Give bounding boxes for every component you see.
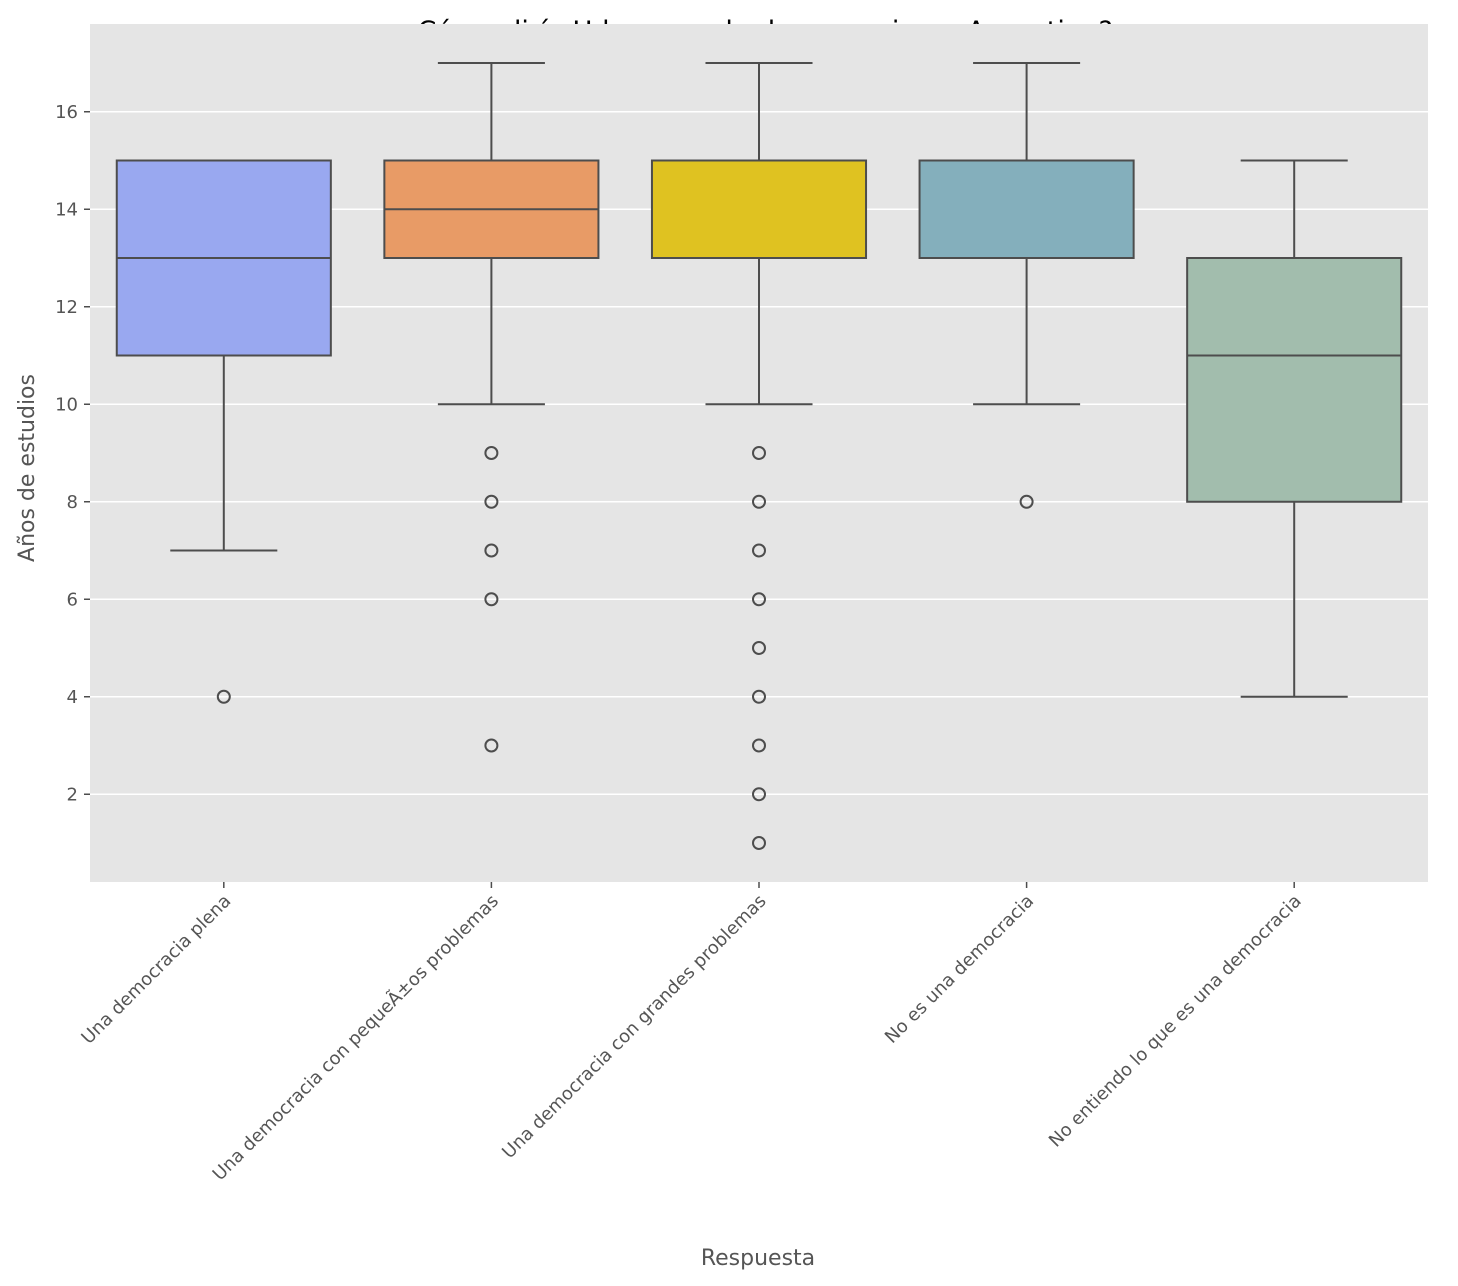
x-tick-label: Una democracia con pequeÃ±os problemas [208, 890, 503, 1185]
outlier-point [484, 494, 499, 509]
y-axis-ticks: 2 4 6 8 10 12 14 16 [55, 102, 90, 805]
outlier-point [752, 494, 766, 509]
x-tick-label: Una democracia con grandes problemas [498, 891, 770, 1163]
outlier-point [752, 836, 766, 850]
box-series [115, 62, 1403, 850]
x-axis-label: Respuesta [701, 1246, 815, 1271]
outlier-point [752, 543, 766, 558]
y-tick-label: 14 [55, 199, 78, 220]
y-axis-label: Años de estudios [15, 374, 40, 562]
outlier-point [752, 787, 766, 802]
y-tick-label: 6 [67, 589, 78, 610]
box-group [918, 62, 1135, 509]
y-tick-label: 4 [67, 687, 78, 708]
outlier-point [752, 592, 766, 607]
y-tick-label: 16 [55, 102, 78, 123]
box-group [1186, 159, 1403, 698]
outlier-point [216, 689, 231, 704]
x-tick-label: Una democracia plena [77, 891, 235, 1049]
outlier-point [752, 689, 766, 704]
outlier-point [752, 446, 766, 460]
outlier-point [484, 446, 499, 460]
outlier-point [1019, 494, 1034, 509]
y-tick-label: 10 [55, 394, 78, 415]
iqr-box [918, 159, 1135, 259]
y-tick-label: 2 [67, 784, 78, 805]
y-tick-label: 12 [55, 297, 78, 318]
x-tick-label: No entiendo lo que es una democracia [1045, 891, 1306, 1152]
iqr-box [650, 159, 868, 259]
x-tick-label: No es una democracia [881, 891, 1038, 1048]
outlier-point [484, 738, 499, 753]
box-group [650, 62, 868, 850]
outlier-point [484, 592, 499, 607]
iqr-box [1186, 257, 1403, 503]
box-group [383, 62, 600, 753]
outlier-point [752, 641, 766, 655]
outlier-point [752, 738, 766, 753]
outlier-point [484, 543, 499, 558]
y-tick-label: 8 [67, 492, 78, 513]
box-group [115, 159, 332, 704]
